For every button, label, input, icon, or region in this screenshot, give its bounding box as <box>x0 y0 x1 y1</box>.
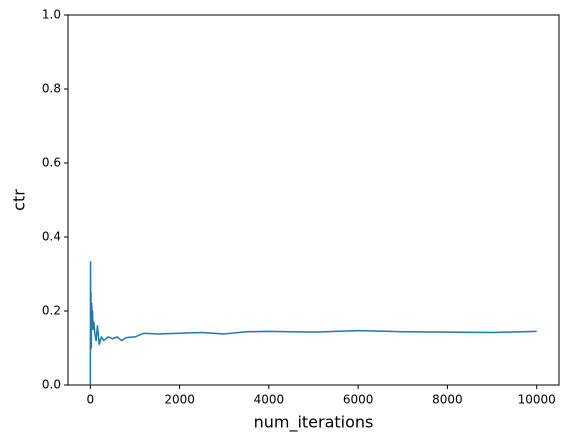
x-tick-label: 4000 <box>254 393 285 407</box>
y-tick-label: 0.8 <box>42 82 61 96</box>
y-tick-label: 0.4 <box>42 230 61 244</box>
axes-frame <box>67 14 560 386</box>
y-tick-label: 1.0 <box>42 8 61 22</box>
x-tick-label: 6000 <box>343 393 374 407</box>
y-tick-label: 0.2 <box>42 304 61 318</box>
y-tick-label: 0.0 <box>42 378 61 392</box>
y-axis-label: ctr <box>10 189 29 211</box>
x-tick-label: 8000 <box>432 393 463 407</box>
x-tick-label: 0 <box>86 393 94 407</box>
x-tick-label: 10000 <box>518 393 556 407</box>
y-tick-label: 0.6 <box>42 156 61 170</box>
x-axis-label: num_iterations <box>254 413 374 433</box>
data-line <box>89 261 537 386</box>
x-tick-label: 2000 <box>164 393 195 407</box>
